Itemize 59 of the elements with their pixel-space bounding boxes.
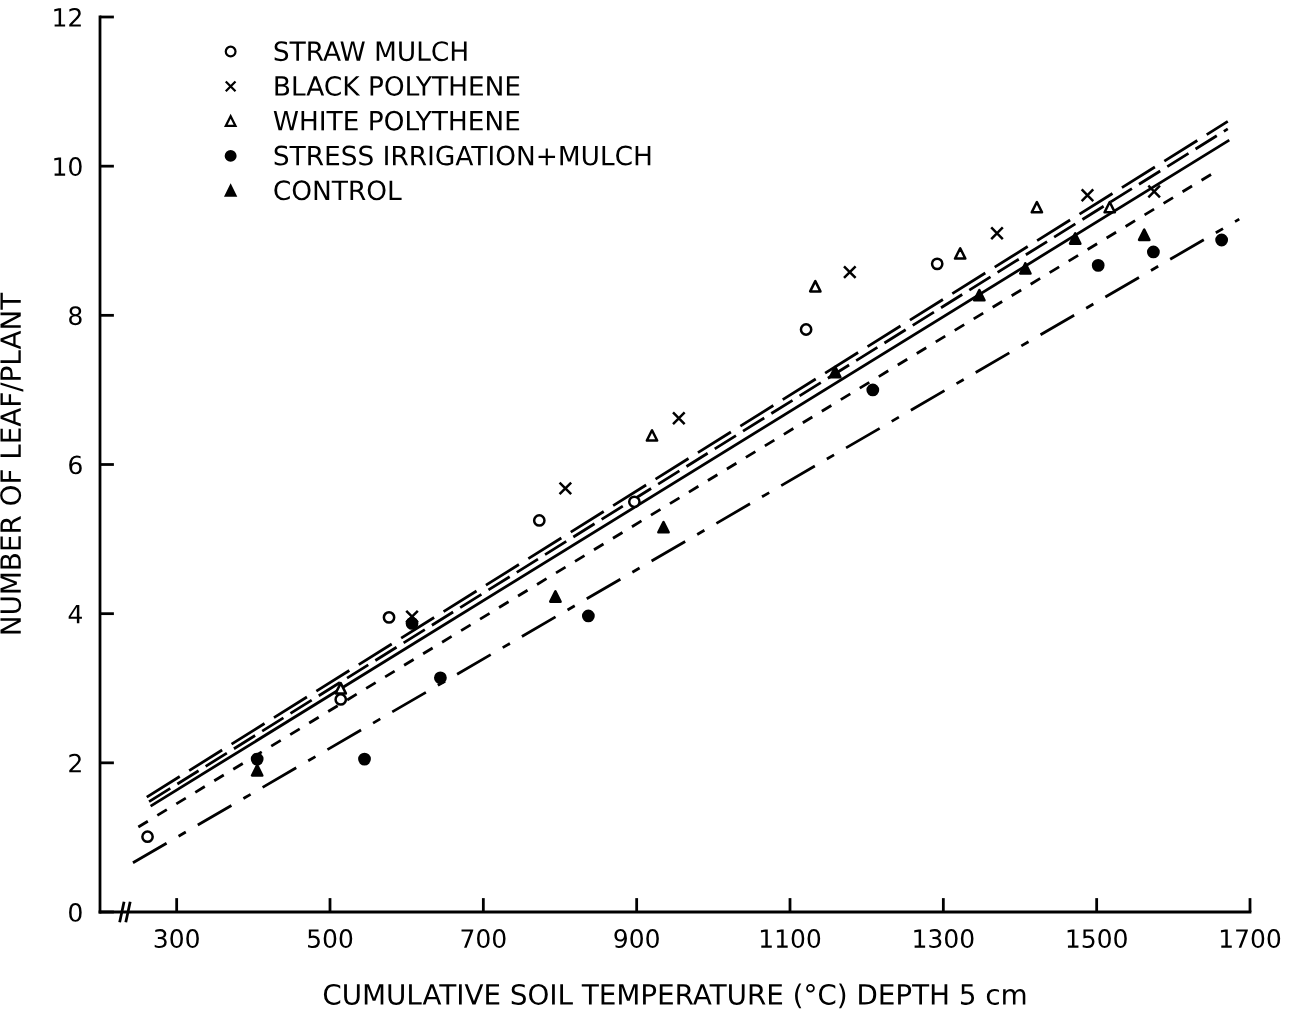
x-tick-label: 1300 (914, 929, 974, 949)
point (1103, 200, 1117, 214)
point (382, 611, 396, 624)
y-tick-label: 6 (69, 455, 82, 475)
x-tick-label: 1500 (1067, 929, 1127, 949)
point (627, 495, 641, 509)
point (828, 365, 842, 379)
x-tick-label: 1700 (1220, 929, 1281, 949)
point (799, 323, 813, 336)
point (581, 609, 595, 623)
legend-label: CONTROL (274, 180, 402, 201)
legend-label: WHITE POLYTHENE (273, 110, 520, 131)
y-tick-label: 10 (54, 157, 82, 177)
point (334, 693, 348, 706)
point (866, 383, 880, 397)
point (532, 514, 546, 527)
point (404, 609, 420, 624)
y-tick-label: 0 (69, 902, 82, 922)
x-tick-label: 1100 (760, 929, 821, 949)
point (953, 247, 967, 260)
point (671, 411, 686, 426)
y-tick-label: 4 (68, 604, 82, 624)
point (972, 288, 986, 302)
point (1091, 258, 1105, 272)
point (1147, 184, 1162, 199)
x-tick-label: 700 (461, 929, 506, 949)
point (1068, 232, 1082, 245)
point (141, 830, 154, 844)
point (808, 279, 822, 293)
x-axis-title: CUMULATIVE SOIL TEMPERATURE (°C) DEPTH 5 cm (323, 983, 1026, 1009)
point (989, 226, 1005, 241)
point (434, 671, 447, 685)
point (558, 481, 573, 496)
legend-label: STRESS IRRIGATION+MULCH (274, 145, 651, 166)
legend-label: BLACK POLYTHENE (275, 75, 520, 96)
point (930, 257, 944, 271)
point (1147, 245, 1160, 259)
point (334, 681, 348, 695)
point (645, 429, 659, 442)
point (250, 763, 264, 777)
point (1030, 200, 1044, 214)
point (1018, 261, 1032, 275)
y-tick-label: 2 (69, 753, 81, 773)
point (405, 616, 419, 630)
point (657, 520, 670, 534)
point (250, 752, 264, 766)
x-tick-label: 500 (308, 929, 353, 949)
x-tick-label: 300 (154, 929, 199, 949)
y-axis-title: NUMBER OF LEAF/PLANT (0, 292, 24, 634)
point (842, 265, 857, 280)
point (549, 590, 562, 603)
legend-label: STRAW MULCH (274, 41, 467, 62)
point (358, 752, 371, 766)
x-tick-label: 900 (614, 929, 659, 949)
point (1137, 228, 1151, 242)
y-tick-label: 12 (54, 7, 81, 27)
point (1215, 233, 1229, 247)
point (1080, 188, 1095, 203)
y-tick-label: 8 (69, 306, 82, 326)
